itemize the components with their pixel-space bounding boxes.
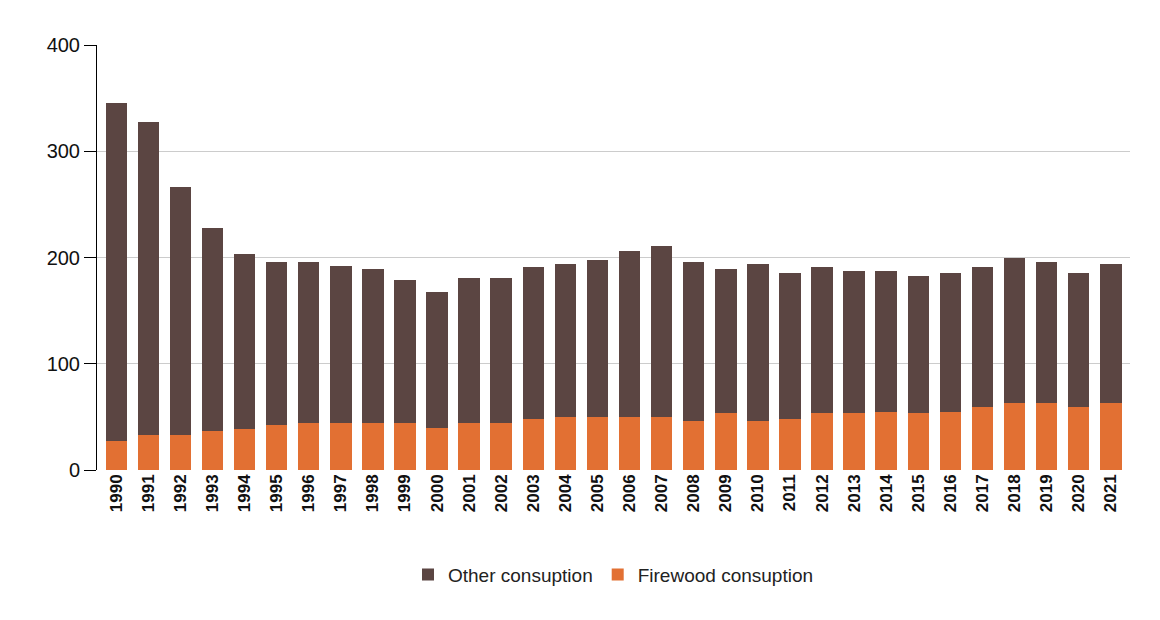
svg-text:400: 400 [47,34,80,56]
svg-text:2018: 2018 [1005,474,1024,512]
svg-text:1991: 1991 [139,474,158,512]
svg-text:2012: 2012 [813,474,832,512]
svg-text:2007: 2007 [652,474,671,512]
svg-text:2020: 2020 [1069,474,1088,512]
svg-text:1999: 1999 [396,474,415,512]
svg-text:0: 0 [69,459,80,481]
svg-text:Firewood consuption: Firewood consuption [638,565,813,586]
svg-text:1994: 1994 [235,474,254,512]
svg-text:2015: 2015 [909,474,928,512]
svg-text:2000: 2000 [428,474,447,512]
svg-text:1998: 1998 [363,474,382,512]
svg-text:2017: 2017 [973,474,992,512]
svg-text:2019: 2019 [1037,474,1056,512]
svg-text:2001: 2001 [460,474,479,512]
svg-text:2005: 2005 [588,474,607,512]
svg-text:2013: 2013 [845,474,864,512]
svg-text:2021: 2021 [1101,474,1120,512]
svg-text:100: 100 [47,353,80,375]
svg-text:2011: 2011 [780,474,799,511]
svg-text:1993: 1993 [203,474,222,512]
svg-text:200: 200 [47,247,80,269]
svg-text:2008: 2008 [684,474,703,512]
svg-text:1990: 1990 [107,474,126,512]
svg-text:2002: 2002 [492,474,511,512]
svg-text:300: 300 [47,140,80,162]
svg-text:1992: 1992 [171,474,190,512]
svg-text:2004: 2004 [556,474,575,512]
svg-text:1995: 1995 [267,474,286,512]
svg-text:2006: 2006 [620,474,639,512]
svg-text:2016: 2016 [941,474,960,512]
svg-text:1997: 1997 [331,474,350,512]
svg-text:2003: 2003 [524,474,543,512]
svg-text:Other consuption: Other consuption [448,565,593,586]
svg-text:2014: 2014 [877,474,896,512]
svg-text:2010: 2010 [748,474,767,512]
svg-text:1996: 1996 [299,474,318,512]
svg-text:2009: 2009 [716,474,735,512]
